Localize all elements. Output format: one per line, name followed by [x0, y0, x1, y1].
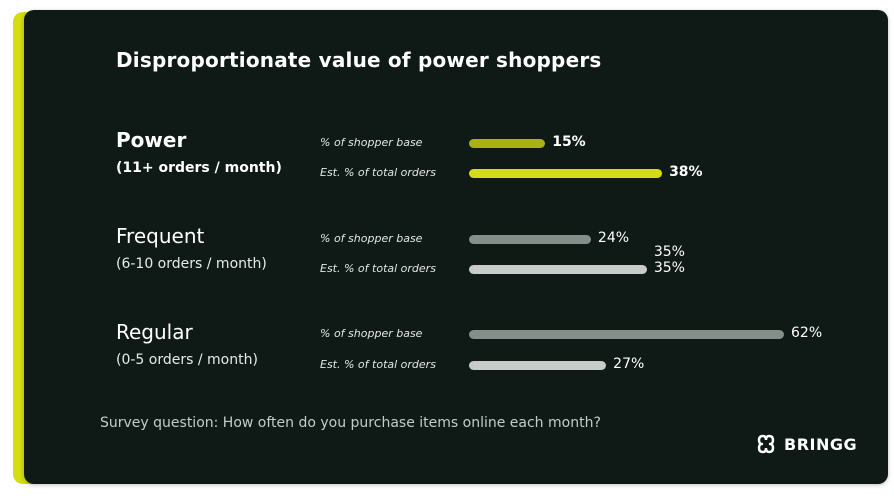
- bar-value-label: 27%: [613, 356, 645, 372]
- metric-label: % of shopper base: [320, 136, 423, 149]
- chart-card: Disproportionate value of power shoppers…: [24, 10, 888, 484]
- bar-power-total-orders: [469, 169, 663, 178]
- bar-value-label: 24%: [597, 230, 630, 246]
- group-name-regular: Regular: [116, 320, 193, 344]
- bar-value-label-duplicate: 35%: [653, 244, 685, 260]
- group-name-frequent: Frequent: [116, 224, 205, 248]
- footnote: Survey question: How often do you purcha…: [100, 415, 601, 431]
- bar-regular-total-orders: [469, 361, 607, 370]
- metric-label: Est. % of total orders: [320, 166, 436, 179]
- bar-regular-shopper-base: [469, 330, 784, 339]
- bringg-logo-text: BRINGG: [784, 434, 858, 454]
- bar-value-label: 35%: [653, 260, 685, 276]
- bar-value-label: 38%: [669, 164, 703, 180]
- metric-label: Est. % of total orders: [320, 358, 436, 371]
- bar-frequent-total-orders: [469, 265, 647, 274]
- bar-value-label: 62%: [791, 325, 823, 341]
- metric-label: % of shopper base: [320, 327, 423, 340]
- bar-value-label: 15%: [552, 134, 586, 150]
- group-name-power: Power: [116, 128, 187, 152]
- metric-label: Est. % of total orders: [320, 262, 436, 275]
- bringg-logo-icon: [757, 434, 775, 454]
- bar-power-shopper-base: [469, 139, 546, 148]
- group-subtitle-frequent: (6-10 orders / month): [116, 256, 267, 272]
- group-subtitle-regular: (0-5 orders / month): [116, 352, 258, 368]
- bar-frequent-shopper-base: [469, 235, 591, 244]
- group-subtitle-power: (11+ orders / month): [116, 160, 282, 176]
- bringg-logo: BRINGG: [756, 434, 857, 454]
- metric-label: % of shopper base: [320, 232, 423, 245]
- chart-title: Disproportionate value of power shoppers: [116, 48, 602, 72]
